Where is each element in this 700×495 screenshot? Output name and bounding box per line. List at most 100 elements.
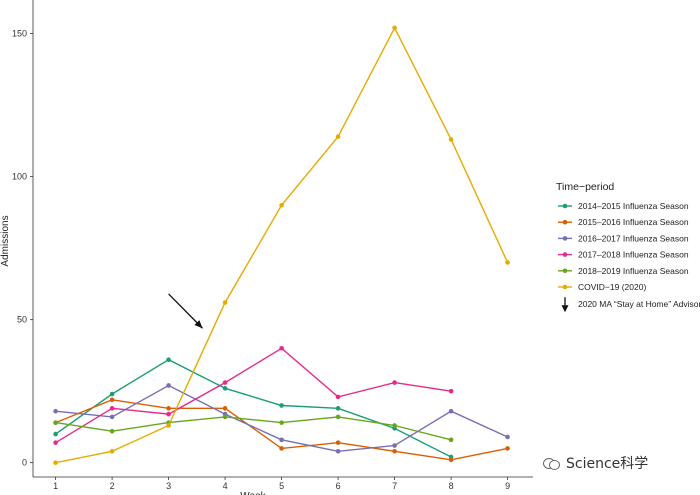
legend-arrow-head [561,305,569,313]
data-point [53,431,58,437]
data-point [222,414,228,420]
data-point [53,440,58,445]
data-point [166,406,171,411]
series-line [55,416,452,441]
data-point [392,380,397,385]
legend: Time−period 2014–2015 Influenza Season 201… [556,181,700,313]
data-point [166,383,171,388]
data-point [335,134,341,139]
series-6 [53,25,510,465]
y-tick-label: 100 [12,172,27,182]
series-line [55,358,452,458]
x-tick-label: 3 [166,481,171,491]
x-tick-label: 5 [279,481,284,491]
data-point [335,448,341,454]
data-point [222,380,228,385]
data-point [109,448,115,454]
data-point [109,414,115,420]
legend-label: 2016–2017 Influenza Season [578,233,689,243]
legend-label: 2018–2019 Influenza Season [578,266,689,276]
series-line [55,26,509,464]
x-tick-label: 9 [505,481,510,491]
data-point [166,423,171,428]
legend-swatch-point [562,252,568,257]
data-point [448,457,454,463]
data-point [109,391,115,397]
data-point [392,423,397,428]
legend-item: 2015–2016 Influenza Season [558,217,689,227]
watermark-text: Science科学 [566,456,649,472]
data-point [109,397,115,403]
data-point [166,411,171,417]
data-point [392,443,397,448]
x-tick-label: 7 [392,481,397,491]
x-tick-label: 2 [110,481,115,491]
legend-label: 2017–2018 Influenza Season [578,250,689,260]
data-point [335,406,341,411]
data-point [109,428,115,434]
data-point [392,25,397,31]
series-layer [53,25,510,465]
data-point [279,345,284,351]
legend-label: 2015–2016 Influenza Season [578,217,689,227]
data-point [335,440,341,445]
legend-swatch-point [562,284,568,290]
legend-label: COVID−19 (2020) [578,282,646,292]
series-4 [53,345,454,445]
data-point [53,420,58,425]
x-tick-label: 8 [449,481,454,491]
legend-swatch-point [562,203,568,209]
legend-item: 2017–2018 Influenza Season [558,250,689,260]
data-point [279,202,284,208]
data-point [279,403,284,408]
data-point [222,386,228,391]
data-point [166,357,171,363]
data-point [505,260,510,265]
data-point [109,406,115,411]
wechat-icon [543,456,561,470]
data-point [279,446,284,451]
advisory-arrow-line [168,293,203,329]
y-tick-label: 150 [12,29,27,39]
legend-item: 2018–2019 Influenza Season [558,266,689,276]
legend-item-advisory: 2020 MA “Stay at Home” Advisory [561,297,700,313]
data-point [222,300,228,305]
legend-label: 2014–2015 Influenza Season [578,201,689,211]
axes: 0 50 100 150 1 2 3 4 5 6 7 8 9 Admissions Week [0,0,533,495]
data-point [448,437,454,443]
series-1 [53,357,454,460]
x-tick-label: 6 [336,481,341,491]
legend-label: 2020 MA “Stay at Home” Advisory [578,299,700,309]
y-tick-label: 50 [17,315,27,325]
data-point [448,388,454,394]
x-tick-label: 4 [223,481,228,491]
data-point [448,137,454,142]
legend-title: Time−period [556,181,614,193]
legend-swatch-point [562,268,568,274]
legend-item: 2016–2017 Influenza Season [558,233,689,243]
legend-swatch-point [562,236,568,241]
legend-swatch-point [562,219,568,225]
x-axis-title: Week [240,491,266,495]
data-point [505,434,510,440]
series-line [55,347,452,444]
data-point [53,408,58,414]
series-3 [53,383,510,454]
y-axis-title: Admissions [0,215,11,266]
watermark: Science科学 [543,453,648,473]
data-point [53,460,58,465]
data-point [448,408,454,414]
data-point [279,420,284,425]
data-point [222,406,228,411]
data-point [335,394,341,400]
data-point [335,414,341,420]
y-tick-label: 0 [22,458,27,468]
data-point [505,446,510,451]
x-tick-label: 1 [53,481,58,491]
annotation-layer [168,293,203,329]
series-2 [53,397,510,463]
legend-item: COVID−19 (2020) [558,282,646,292]
data-point [279,437,284,443]
advisory-arrow-head [194,320,203,329]
